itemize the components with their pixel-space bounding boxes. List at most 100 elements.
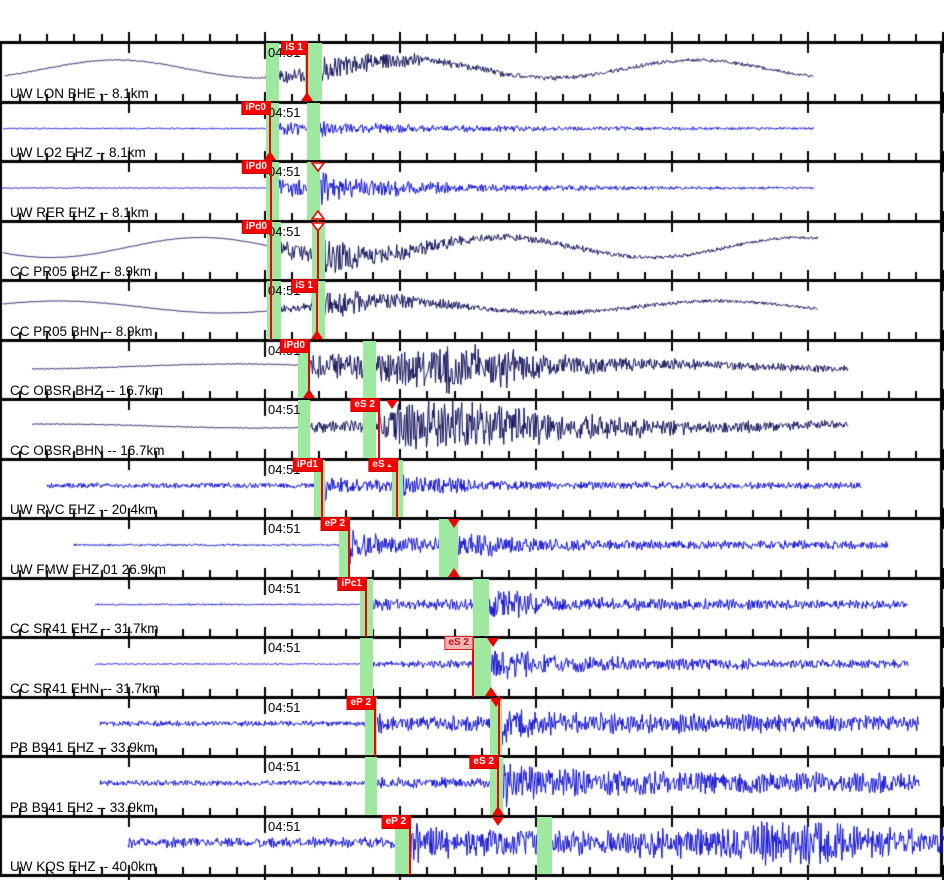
station-label: UW KQS EHZ -- 40.0km bbox=[10, 859, 157, 874]
minute-label: 04:51 bbox=[268, 700, 301, 715]
trace-row[interactable] bbox=[0, 340, 944, 399]
trace-row[interactable] bbox=[0, 102, 944, 161]
station-label: PB B941 EHZ -- 33.9km bbox=[10, 740, 155, 755]
minute-label: 04:51 bbox=[268, 402, 301, 417]
station-label: CC SR41 EHN -- 31.7km bbox=[10, 681, 161, 696]
arrival-marker bbox=[301, 92, 313, 101]
arrival-marker bbox=[311, 162, 325, 172]
pick-label[interactable]: eP 2 bbox=[381, 815, 410, 829]
trace-row[interactable] bbox=[0, 578, 944, 637]
station-label: UW LO2 EHZ -- 8.1km bbox=[10, 145, 146, 160]
pick-label[interactable]: eS 2 bbox=[350, 398, 379, 412]
trace-row[interactable] bbox=[0, 161, 944, 221]
minute-label: 04:51 bbox=[268, 759, 301, 774]
pick-label[interactable]: iPd0 bbox=[241, 220, 271, 234]
pick-label[interactable]: iS 1 bbox=[291, 279, 317, 293]
trace-row[interactable] bbox=[0, 637, 944, 697]
pick-line[interactable] bbox=[396, 458, 398, 518]
pick-label[interactable]: eS 2 bbox=[444, 636, 473, 650]
arrival-marker bbox=[311, 330, 323, 339]
station-label: PB B941 EH2 -- 33.9km bbox=[10, 800, 155, 815]
pick-line[interactable] bbox=[472, 636, 474, 697]
pick-label[interactable]: iPd0 bbox=[241, 160, 271, 174]
trace-row[interactable] bbox=[0, 816, 944, 875]
pick-line[interactable] bbox=[316, 279, 318, 340]
pick-line[interactable] bbox=[270, 160, 272, 221]
trace-row[interactable] bbox=[0, 280, 944, 340]
pick-line[interactable] bbox=[308, 339, 310, 399]
station-label: CC OBSR BHN -- 16.7km bbox=[10, 443, 165, 458]
trace-row[interactable] bbox=[0, 221, 944, 280]
pick-label[interactable]: iPd0 bbox=[279, 339, 309, 353]
minute-label: 04:51 bbox=[268, 224, 301, 239]
pick-line[interactable] bbox=[348, 517, 350, 578]
minute-label: 04:51 bbox=[268, 164, 301, 179]
pick-label[interactable]: iPd1 bbox=[292, 458, 322, 472]
pick-label[interactable]: eP 2 bbox=[346, 696, 375, 710]
arrival-marker bbox=[448, 519, 460, 528]
phase-window bbox=[473, 579, 489, 636]
arrival-marker bbox=[311, 222, 325, 232]
pick-line[interactable] bbox=[365, 577, 367, 637]
trace-row[interactable] bbox=[0, 518, 944, 578]
phase-window bbox=[307, 162, 320, 220]
station-label: CC OBSR BHZ -- 16.7km bbox=[10, 383, 164, 398]
minute-label: 04:51 bbox=[268, 521, 301, 536]
phase-window bbox=[365, 757, 377, 815]
trace-row[interactable] bbox=[0, 42, 944, 102]
pick-label[interactable]: iPc1 bbox=[337, 577, 366, 591]
station-label: CC PR05 BHZ -- 8.9km bbox=[10, 264, 152, 279]
trace-row[interactable] bbox=[0, 756, 944, 816]
phase-window bbox=[305, 43, 322, 101]
pick-line[interactable] bbox=[269, 101, 271, 161]
pick-line[interactable] bbox=[374, 696, 376, 756]
phase-window bbox=[266, 43, 279, 101]
pick-line[interactable] bbox=[321, 458, 323, 518]
pick-label[interactable]: eS 2 bbox=[469, 755, 498, 769]
phase-window bbox=[314, 460, 325, 517]
trace-row[interactable] bbox=[0, 697, 944, 756]
pick-line[interactable] bbox=[409, 815, 411, 875]
station-label: UW RVC EHZ -- 20.4km bbox=[10, 502, 157, 517]
minute-label: 04:51 bbox=[268, 105, 301, 120]
minute-label: 04:51 bbox=[268, 581, 301, 596]
arrival-marker bbox=[490, 698, 502, 707]
minute-label: 04:51 bbox=[268, 640, 301, 655]
station-label: UW LON BHE -- 8.1km bbox=[10, 86, 149, 101]
arrival-marker bbox=[492, 806, 504, 815]
station-label: UW FMW EHZ 01 26.9km bbox=[10, 562, 167, 577]
pick-label[interactable]: iPc0 bbox=[241, 101, 270, 115]
arrival-marker bbox=[492, 817, 504, 826]
phase-window bbox=[312, 281, 325, 339]
phase-window bbox=[360, 638, 373, 696]
phase-window bbox=[537, 817, 552, 874]
pick-line[interactable] bbox=[317, 220, 319, 280]
pick-line[interactable] bbox=[270, 220, 272, 280]
phase-window bbox=[363, 400, 376, 458]
arrival-marker bbox=[386, 400, 398, 409]
arrival-marker bbox=[303, 389, 315, 398]
pick-line[interactable] bbox=[306, 41, 308, 102]
trace-row[interactable] bbox=[0, 459, 944, 518]
arrival-marker bbox=[311, 210, 325, 220]
pick-line[interactable] bbox=[270, 279, 272, 340]
arrival-marker bbox=[264, 151, 276, 160]
arrival-marker bbox=[487, 638, 499, 647]
pick-line[interactable] bbox=[497, 755, 499, 816]
pick-label[interactable]: eP 2 bbox=[320, 517, 349, 531]
minute-label: 04:51 bbox=[268, 819, 301, 834]
phase-window bbox=[363, 341, 376, 398]
trace-row[interactable] bbox=[0, 399, 944, 459]
arrival-marker bbox=[448, 568, 460, 577]
arrival-marker bbox=[485, 687, 497, 696]
pick-label[interactable]: iS 1 bbox=[281, 41, 307, 55]
phase-window bbox=[266, 162, 279, 220]
phase-window bbox=[395, 817, 410, 874]
phase-window bbox=[490, 757, 503, 815]
station-label: CC PR05 BHN -- 8.9km bbox=[10, 324, 153, 339]
arrival-marker bbox=[387, 460, 399, 469]
pick-line[interactable] bbox=[498, 696, 500, 756]
pick-line[interactable] bbox=[378, 398, 380, 459]
